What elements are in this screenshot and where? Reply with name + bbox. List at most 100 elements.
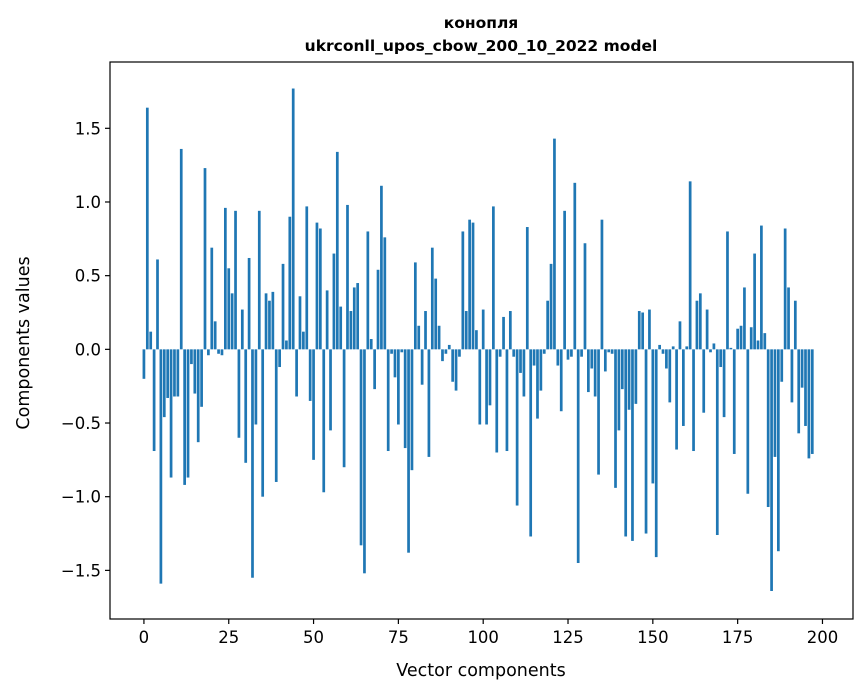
bar bbox=[149, 331, 153, 350]
bar bbox=[471, 222, 475, 350]
bar bbox=[400, 349, 404, 353]
bar bbox=[536, 349, 539, 419]
bar bbox=[702, 349, 706, 413]
bar bbox=[607, 349, 611, 353]
bar bbox=[783, 228, 787, 350]
bar bbox=[220, 349, 224, 356]
bar bbox=[244, 349, 248, 463]
bar bbox=[603, 349, 607, 372]
bar bbox=[519, 349, 522, 373]
bar bbox=[634, 349, 638, 404]
bar bbox=[166, 349, 170, 398]
bar bbox=[705, 309, 709, 350]
bar bbox=[563, 210, 566, 350]
bar bbox=[800, 349, 804, 388]
bar bbox=[312, 349, 315, 460]
bar bbox=[620, 349, 624, 390]
bar bbox=[695, 300, 699, 350]
bar bbox=[688, 181, 692, 350]
bar bbox=[281, 263, 285, 350]
bar bbox=[553, 138, 556, 350]
bar bbox=[349, 311, 353, 350]
x-tick-label: 150 bbox=[637, 628, 669, 647]
bar bbox=[671, 346, 675, 350]
bar bbox=[478, 349, 482, 425]
bar bbox=[654, 349, 658, 558]
bar bbox=[142, 349, 146, 379]
bar bbox=[369, 339, 373, 350]
bar bbox=[770, 349, 773, 592]
bar bbox=[549, 263, 553, 350]
bar bbox=[597, 349, 600, 475]
bar bbox=[498, 349, 502, 357]
chart-subtitle: ukrconll_upos_cbow_200_10_2022 model bbox=[305, 37, 658, 55]
bar bbox=[437, 325, 441, 350]
bar bbox=[502, 316, 505, 350]
bar bbox=[481, 309, 485, 350]
bar bbox=[665, 349, 668, 369]
bar bbox=[274, 349, 278, 482]
bar bbox=[342, 349, 346, 468]
y-tick-label: 1.5 bbox=[75, 119, 101, 138]
bar bbox=[515, 349, 519, 506]
bar bbox=[739, 325, 743, 350]
bar bbox=[556, 349, 560, 366]
bar bbox=[335, 151, 339, 350]
bar bbox=[196, 349, 200, 443]
bar bbox=[190, 349, 193, 365]
x-axis-label: Vector components bbox=[396, 661, 565, 681]
y-tick-label: −1.5 bbox=[61, 561, 101, 580]
y-tick-label: 0.0 bbox=[75, 340, 101, 359]
bar bbox=[393, 349, 397, 378]
bar bbox=[390, 349, 393, 354]
bar bbox=[600, 219, 604, 350]
bar bbox=[648, 309, 651, 350]
bar bbox=[230, 293, 234, 350]
bar bbox=[709, 349, 712, 353]
bar bbox=[797, 349, 801, 434]
bar bbox=[732, 349, 736, 454]
bar bbox=[325, 290, 329, 350]
bar bbox=[573, 182, 577, 350]
bar bbox=[668, 349, 672, 403]
bar bbox=[305, 206, 309, 350]
bar bbox=[658, 344, 661, 350]
bar bbox=[271, 291, 275, 350]
bar bbox=[685, 346, 689, 350]
bar bbox=[451, 349, 455, 382]
bar bbox=[756, 340, 760, 350]
bar bbox=[247, 257, 251, 350]
bar bbox=[546, 300, 550, 350]
bar bbox=[559, 349, 563, 412]
bar bbox=[583, 243, 587, 350]
bar bbox=[257, 210, 261, 350]
bar bbox=[488, 349, 492, 406]
bar bbox=[444, 349, 448, 354]
bar bbox=[183, 349, 186, 485]
bar bbox=[162, 349, 166, 418]
bar bbox=[298, 296, 302, 350]
bar bbox=[522, 349, 526, 397]
bar bbox=[329, 349, 332, 431]
bar bbox=[729, 347, 733, 350]
bar bbox=[698, 293, 702, 350]
bar bbox=[580, 349, 583, 357]
bar bbox=[726, 231, 729, 350]
bar bbox=[576, 349, 580, 564]
bar bbox=[268, 300, 271, 350]
bar bbox=[318, 228, 322, 350]
bar bbox=[505, 349, 509, 452]
bar bbox=[240, 309, 244, 350]
bar bbox=[410, 349, 414, 471]
bar bbox=[631, 349, 634, 541]
bar bbox=[339, 306, 343, 350]
x-tick-label: 0 bbox=[139, 628, 150, 647]
bar bbox=[291, 88, 295, 350]
bar bbox=[492, 206, 495, 350]
bar bbox=[159, 349, 163, 584]
bar bbox=[234, 210, 237, 350]
bar bbox=[743, 287, 746, 350]
bar bbox=[644, 349, 648, 534]
bar bbox=[793, 300, 797, 350]
